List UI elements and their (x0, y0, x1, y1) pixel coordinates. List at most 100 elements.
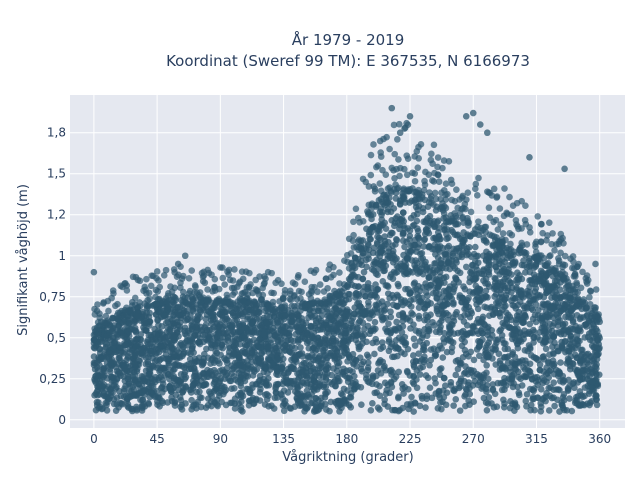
data-point (198, 269, 206, 277)
data-point (427, 356, 435, 364)
data-point (413, 384, 421, 392)
data-point (382, 240, 389, 248)
data-point (131, 352, 138, 359)
data-point (561, 252, 569, 260)
data-point (557, 230, 565, 238)
data-point (537, 238, 545, 245)
data-point (350, 244, 358, 251)
data-point (139, 396, 146, 404)
data-point (281, 302, 289, 309)
data-point (325, 266, 333, 273)
data-point (372, 281, 379, 288)
data-point (321, 296, 329, 303)
data-point (231, 266, 238, 273)
data-point (204, 286, 211, 293)
data-point (333, 367, 341, 375)
data-point (489, 242, 496, 250)
data-point (540, 328, 547, 335)
data-point (109, 325, 117, 332)
data-point (332, 310, 340, 318)
data-point (188, 323, 196, 331)
data-point (530, 353, 538, 361)
data-point (592, 393, 599, 400)
data-point (496, 327, 503, 335)
data-point (367, 151, 375, 159)
data-point (120, 333, 128, 341)
data-point (189, 307, 197, 315)
data-point (557, 249, 564, 257)
data-point (118, 327, 125, 335)
data-point (480, 356, 487, 364)
data-point (509, 202, 517, 209)
data-point (497, 221, 504, 228)
data-point (315, 362, 323, 370)
data-point (522, 397, 530, 405)
data-point (543, 237, 550, 244)
data-point (551, 402, 558, 410)
data-point (239, 361, 247, 369)
data-point (322, 275, 330, 282)
data-point (341, 349, 349, 357)
data-point (521, 346, 529, 354)
data-point (188, 335, 196, 342)
data-point (476, 121, 484, 128)
data-point (480, 371, 488, 378)
data-point (291, 344, 299, 352)
data-point (406, 290, 414, 297)
data-point (388, 164, 396, 172)
data-point (387, 329, 394, 336)
data-point (557, 359, 564, 366)
data-point (406, 227, 414, 234)
data-point (126, 349, 133, 356)
data-point (565, 282, 573, 289)
data-point (500, 339, 508, 347)
data-point (543, 378, 550, 386)
data-point (371, 389, 379, 397)
data-point (556, 370, 564, 378)
data-point (471, 275, 479, 283)
data-point (593, 401, 601, 409)
data-point (433, 295, 441, 302)
data-point (453, 308, 460, 316)
data-point (529, 296, 537, 304)
data-point (517, 287, 525, 294)
data-point (217, 351, 225, 359)
data-point (156, 342, 164, 349)
data-point (462, 113, 470, 120)
data-point (393, 236, 401, 244)
data-point (368, 309, 375, 317)
y-axis-title: Signifikant våghöjd (m) (16, 184, 31, 336)
data-point (362, 178, 370, 186)
data-point (379, 278, 387, 285)
data-point (474, 223, 481, 231)
data-point (156, 402, 163, 410)
data-point (265, 301, 272, 308)
data-point (354, 324, 361, 332)
data-point (555, 255, 562, 262)
data-point (354, 283, 362, 291)
data-point (394, 293, 402, 300)
data-point (360, 268, 368, 276)
data-point (411, 399, 419, 406)
data-point (280, 407, 288, 415)
data-point (566, 340, 573, 348)
data-point (177, 378, 184, 385)
data-point (479, 329, 487, 337)
data-point (438, 317, 445, 325)
data-point (352, 290, 360, 297)
data-point (212, 369, 219, 377)
data-point (238, 290, 246, 298)
data-point (422, 311, 430, 319)
data-point (508, 231, 516, 239)
data-point (399, 317, 407, 325)
data-point (274, 394, 281, 401)
data-point (527, 262, 535, 270)
data-point (343, 306, 351, 313)
data-point (147, 331, 155, 339)
data-point (257, 385, 264, 393)
data-point (336, 401, 343, 409)
data-point (274, 371, 282, 379)
data-point (399, 385, 407, 392)
data-point (391, 406, 399, 414)
data-point (327, 273, 335, 281)
